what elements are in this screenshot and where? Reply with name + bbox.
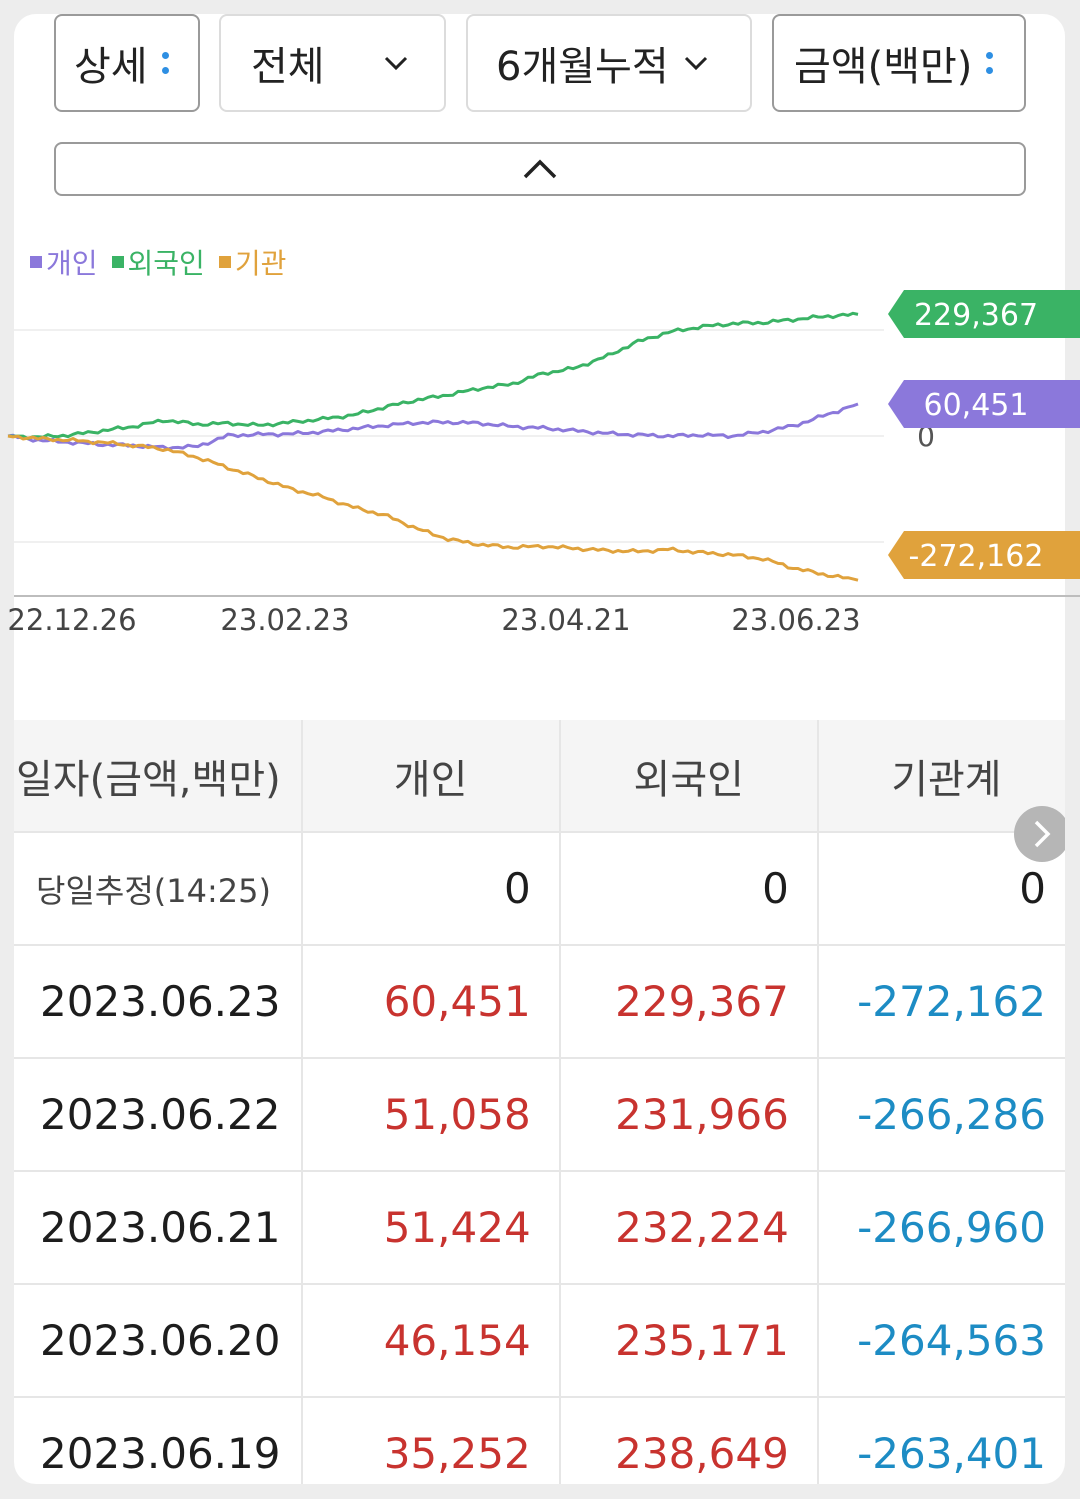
scroll-right-button[interactable] [1014,806,1065,862]
row-institution: -264,563 [817,1284,1065,1398]
row-foreign: 232,224 [559,1171,819,1285]
row-individual: 51,424 [301,1171,561,1285]
period-select[interactable]: 6개월누적 [466,14,752,112]
table-row: 2023.06.23 60,451 229,367 -272,162 [14,945,1065,1059]
table-row: 2023.06.22 51,058 231,966 -266,286 [14,1058,1065,1172]
investor-table-wrap: 일자(금액,백만) 개인 외국인 기관계 당일추정(14:25) 0 0 0 2… [14,720,1065,1484]
x-tick-label: 23.06.23 [731,603,860,637]
period-select-label: 6개월누적 [496,44,669,90]
header-individual: 개인 [301,720,561,833]
chevron-up-icon [523,159,557,179]
row-institution: -263,401 [817,1397,1065,1484]
row-date: 2023.06.20 [14,1284,303,1398]
investor-trend-card: 상세 전체 6개월누적 금액(백만) 개인 외국인 기관 일자(금액,백만) 개… [14,14,1065,1484]
view-select-label: 상세 [74,44,148,90]
row-foreign: 235,171 [559,1284,819,1398]
x-tick-label: 22.12.26 [7,603,136,637]
chart-legend: 개인 외국인 기관 [30,242,286,282]
legend-label: 개인 [46,247,98,280]
table-header-row: 일자(금액,백만) 개인 외국인 기관계 [14,720,1065,833]
row-individual: 35,252 [301,1397,561,1484]
estimate-row: 당일추정(14:25) 0 0 0 [14,832,1065,946]
row-individual: 60,451 [301,945,561,1059]
table-row: 2023.06.21 51,424 232,224 -266,960 [14,1171,1065,1285]
row-foreign: 229,367 [559,945,819,1059]
end-value-label: 229,367 [914,298,1038,333]
end-value-flag [888,531,1080,579]
estimate-label: 당일추정(14:25) [14,832,303,946]
row-date: 2023.06.22 [14,1058,303,1172]
legend-item-foreign: 외국인 [111,242,205,282]
collapse-toggle-button[interactable] [54,142,1026,196]
estimate-foreign: 0 [559,832,819,946]
series-line-1 [7,311,859,441]
scope-select-label: 전체 [251,44,325,90]
table-row: 2023.06.19 35,252 238,649 -263,401 [14,1397,1065,1484]
legend-swatch [111,256,124,268]
row-institution: -266,960 [817,1171,1065,1285]
end-value-label: -272,162 [909,539,1044,574]
chevron-down-icon [684,56,707,71]
row-institution: -272,162 [817,945,1065,1059]
header-foreign: 외국인 [559,720,819,833]
chevron-right-icon [1034,820,1051,848]
unit-select[interactable]: 금액(백만) [772,14,1026,112]
row-foreign: 231,966 [559,1058,819,1172]
row-institution: -266,286 [817,1058,1065,1172]
y-zero-label: 0 [917,420,935,453]
unit-select-label: 금액(백만) [794,44,973,90]
header-date: 일자(금액,백만) [14,720,303,833]
chevron-down-icon [384,56,407,71]
x-tick-label: 23.02.23 [220,603,349,637]
legend-label: 외국인 [127,247,205,280]
end-value-flag [888,290,1080,338]
end-value-flag [888,380,1080,428]
row-individual: 51,058 [301,1058,561,1172]
investor-table: 일자(금액,백만) 개인 외국인 기관계 당일추정(14:25) 0 0 0 2… [14,720,1065,1484]
line-chart: 0 229,367 60,451 -272,162 22.12.26 23.02.23 23… [7,290,1080,637]
more-dots-icon [986,52,994,74]
legend-item-institution: 기관 [218,242,287,282]
table-row: 2023.06.20 46,154 235,171 -264,563 [14,1284,1065,1398]
row-date: 2023.06.21 [14,1171,303,1285]
view-select[interactable]: 상세 [54,14,200,112]
row-date: 2023.06.19 [14,1397,303,1484]
scope-select[interactable]: 전체 [219,14,446,112]
more-dots-icon [161,52,169,74]
end-value-label: 60,451 [924,388,1029,423]
legend-swatch [30,256,42,268]
row-individual: 46,154 [301,1284,561,1398]
legend-label: 기관 [234,247,287,280]
x-tick-label: 23.04.21 [501,603,630,637]
legend-swatch [218,256,231,268]
estimate-individual: 0 [301,832,561,946]
row-date: 2023.06.23 [14,945,303,1059]
series-line-2 [7,434,859,582]
legend-item-individual: 개인 [30,242,98,282]
row-foreign: 238,649 [559,1397,819,1484]
